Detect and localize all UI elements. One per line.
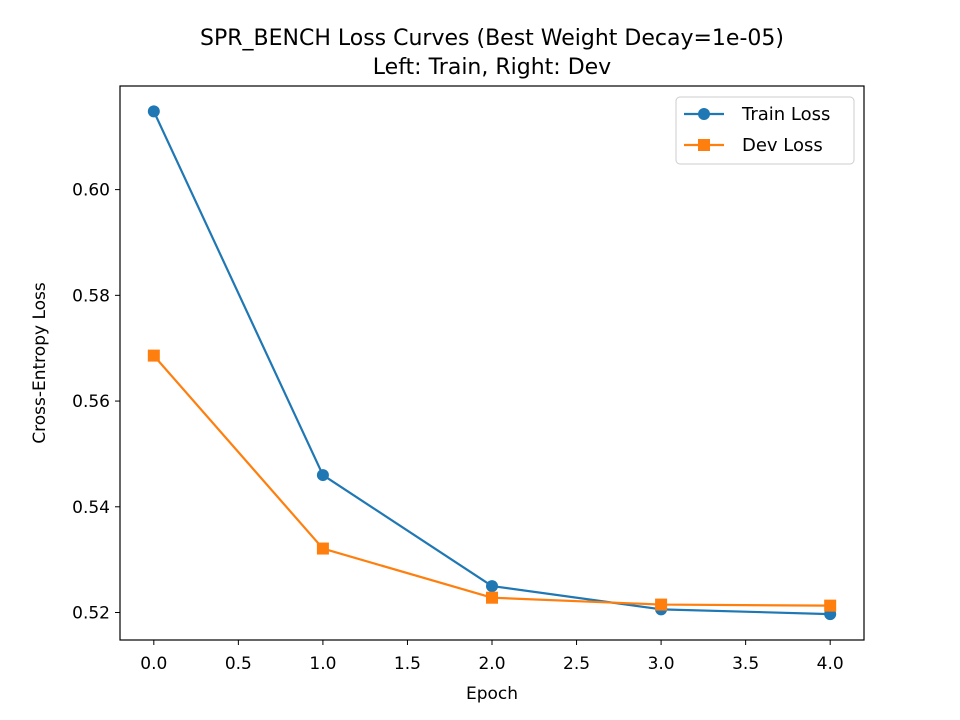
x-tick-label: 3.5 <box>732 654 759 674</box>
train-loss-point <box>486 580 498 593</box>
x-tick-label: 1.0 <box>309 654 336 674</box>
dev-loss-point <box>655 598 668 611</box>
y-tick-label: 0.52 <box>72 604 110 624</box>
x-tick-label: 3.0 <box>648 654 675 674</box>
dev-loss-point <box>316 542 329 555</box>
legend-train-marker <box>698 108 710 120</box>
y-axis-label: Cross-Entropy Loss <box>30 282 50 444</box>
legend-train-label: Train Loss <box>741 104 830 125</box>
plot-frame <box>119 85 865 641</box>
legend: Train Loss Dev Loss <box>675 96 855 165</box>
axis-ticks: 0.0 0.5 1.0 1.5 2.0 2.5 3.0 3.5 4.0 0.52 0.54 0.56 0… <box>72 181 844 674</box>
x-tick-label: 2.5 <box>563 654 590 674</box>
y-tick-label: 0.56 <box>72 392 110 412</box>
x-tick-label: 0.5 <box>225 654 252 674</box>
series-layer <box>147 105 837 621</box>
x-tick-label: 4.0 <box>817 654 844 674</box>
y-tick-label: 0.60 <box>72 181 110 201</box>
train-loss-point <box>147 105 160 118</box>
x-axis-label: Epoch <box>466 684 518 704</box>
y-tick-label: 0.58 <box>72 286 110 306</box>
legend-dev-label: Dev Loss <box>742 135 823 156</box>
x-tick-label: 0.0 <box>140 654 167 674</box>
dev-loss-point <box>824 599 837 612</box>
train-loss-point <box>316 469 329 482</box>
dev-loss-point <box>147 349 160 362</box>
chart-subtitle: Left: Train, Right: Dev <box>373 55 611 80</box>
dev-loss-point <box>486 591 498 604</box>
x-tick-label: 2.0 <box>478 654 505 674</box>
x-tick-label: 1.5 <box>394 654 421 674</box>
legend-dev-marker <box>698 139 710 151</box>
y-tick-label: 0.54 <box>72 498 110 518</box>
chart-title: SPR_BENCH Loss Curves (Best Weight Decay… <box>200 26 784 51</box>
